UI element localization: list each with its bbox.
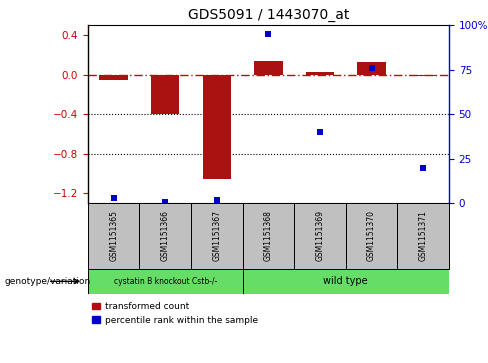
Bar xyxy=(203,75,231,179)
Bar xyxy=(254,61,283,75)
Text: wild type: wild type xyxy=(324,276,368,286)
Bar xyxy=(357,62,386,75)
Point xyxy=(110,195,118,201)
Bar xyxy=(243,203,294,269)
Point xyxy=(264,31,272,37)
Bar xyxy=(151,75,180,114)
Bar xyxy=(346,203,397,269)
Bar xyxy=(88,269,243,294)
Point xyxy=(213,197,221,203)
Bar xyxy=(409,75,437,76)
Legend: transformed count, percentile rank within the sample: transformed count, percentile rank withi… xyxy=(92,302,258,325)
Bar xyxy=(140,203,191,269)
Text: cystatin B knockout Cstb-/-: cystatin B knockout Cstb-/- xyxy=(114,277,217,286)
Text: genotype/variation: genotype/variation xyxy=(5,277,91,286)
Text: GSM1151368: GSM1151368 xyxy=(264,211,273,261)
Text: GSM1151371: GSM1151371 xyxy=(419,211,427,261)
Point xyxy=(419,165,427,171)
Bar xyxy=(243,269,449,294)
Bar xyxy=(100,75,128,80)
Text: GSM1151369: GSM1151369 xyxy=(315,211,325,261)
Point xyxy=(367,65,375,71)
Bar xyxy=(191,203,243,269)
Bar xyxy=(88,203,140,269)
Text: GSM1151367: GSM1151367 xyxy=(212,211,222,261)
Text: GSM1151365: GSM1151365 xyxy=(109,211,118,261)
Point xyxy=(162,199,169,204)
Text: GSM1151370: GSM1151370 xyxy=(367,211,376,261)
Bar xyxy=(306,72,334,75)
Bar xyxy=(294,203,346,269)
Title: GDS5091 / 1443070_at: GDS5091 / 1443070_at xyxy=(188,8,349,22)
Bar xyxy=(397,203,449,269)
Text: GSM1151366: GSM1151366 xyxy=(161,211,170,261)
Point xyxy=(316,129,324,135)
